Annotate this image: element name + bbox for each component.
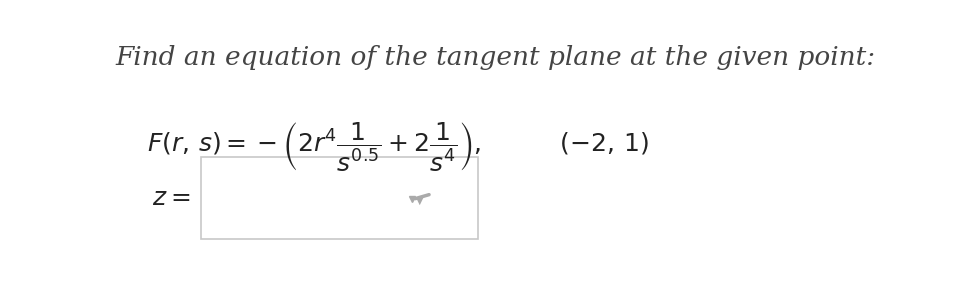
Text: Find an equation of the tangent plane at the given point:: Find an equation of the tangent plane at… [115, 45, 875, 69]
Text: ▼: ▼ [416, 196, 424, 206]
Text: $F(r,\,s) = -\left(2r^4\dfrac{1}{s^{0.5}} + 2\dfrac{1}{s^4}\right),\qquad\quad (: $F(r,\,s) = -\left(2r^4\dfrac{1}{s^{0.5}… [147, 120, 648, 173]
Text: $z =$: $z =$ [153, 187, 191, 210]
FancyBboxPatch shape [201, 157, 478, 239]
